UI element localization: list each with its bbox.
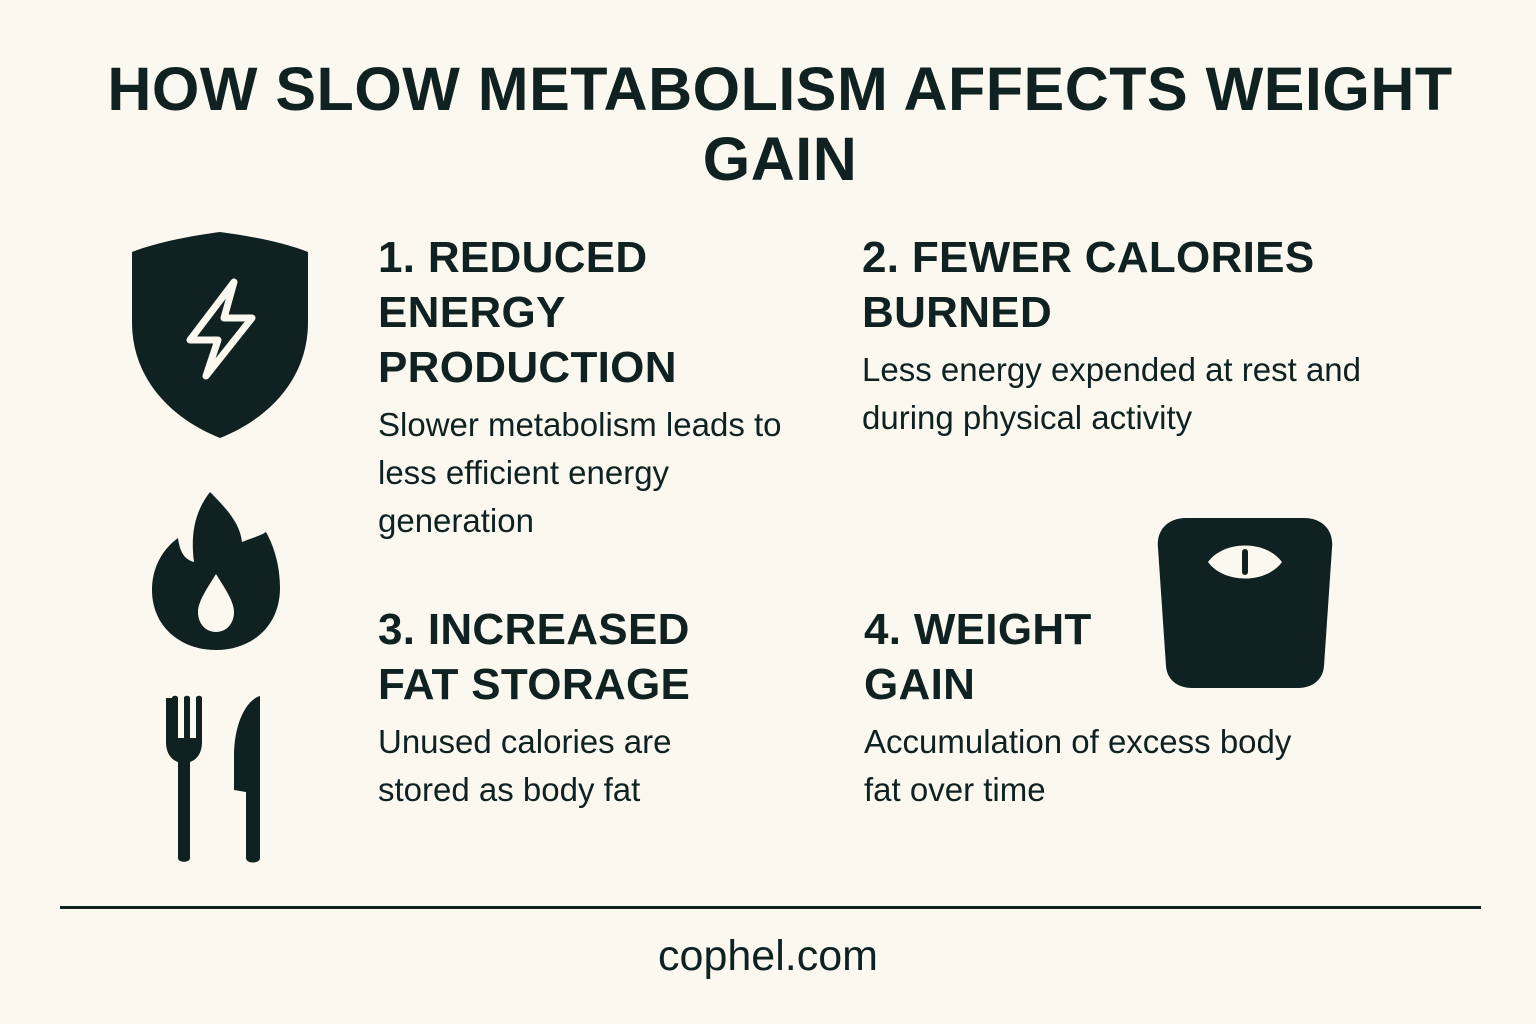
bathroom-scale-icon <box>1156 516 1334 690</box>
flame-droplet-icon <box>150 492 282 652</box>
page-title: HOW SLOW METABOLISM AFFECTS WEIGHT GAIN <box>107 55 1453 193</box>
section-reduced-energy: 1. REDUCED ENERGY PRODUCTION Slower meta… <box>378 230 818 545</box>
section-increased-fat: 3. INCREASED FAT STORAGE Unused calories… <box>378 602 758 814</box>
section-description: Unused calories are stored as body fat <box>378 723 672 808</box>
footer-divider <box>60 906 1481 909</box>
section-heading: 4. WEIGHT GAIN <box>864 605 1092 709</box>
section-description: Accumulation of excess body fat over tim… <box>864 723 1292 808</box>
footer-website: cophel.com <box>658 932 878 980</box>
section-weight-gain: 4. WEIGHT GAIN Accumulation of excess bo… <box>864 602 1304 814</box>
section-description: Slower metabolism leads to less efficien… <box>378 406 782 539</box>
shield-lightning-icon <box>130 230 310 440</box>
section-heading: 1. REDUCED ENERGY PRODUCTION <box>378 233 677 392</box>
fork-knife-icon <box>164 694 266 866</box>
section-heading: 3. INCREASED FAT STORAGE <box>378 605 691 709</box>
section-heading: 2. FEWER CALORIES BURNED <box>862 233 1315 337</box>
section-fewer-calories: 2. FEWER CALORIES BURNED Less energy exp… <box>862 230 1382 442</box>
section-description: Less energy expended at rest and during … <box>862 351 1362 436</box>
